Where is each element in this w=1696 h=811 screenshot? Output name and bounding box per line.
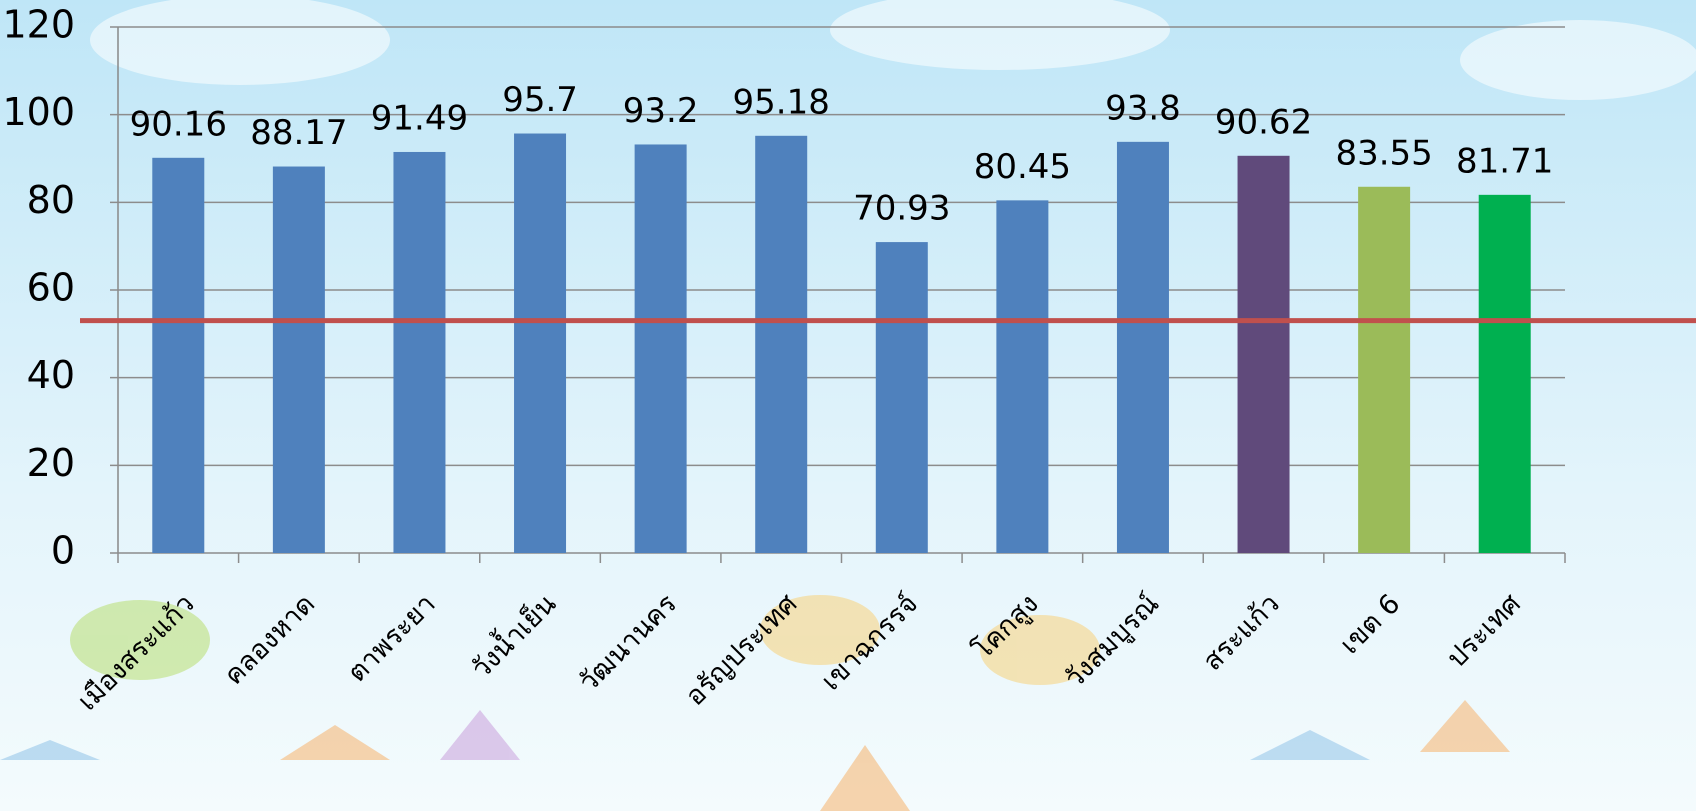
chart: 02040608010012090.16เมืองสระแก้ว88.17คลอ… xyxy=(0,0,1696,811)
bar xyxy=(876,242,928,553)
value-label: 88.17 xyxy=(250,113,347,153)
y-tick-label: 60 xyxy=(27,266,75,310)
value-label: 93.2 xyxy=(623,91,699,131)
value-label: 83.55 xyxy=(1335,133,1432,173)
bar xyxy=(635,144,687,553)
bar xyxy=(152,158,204,553)
bar xyxy=(1117,142,1169,553)
bar xyxy=(755,136,807,553)
value-label: 93.8 xyxy=(1105,88,1181,128)
bar xyxy=(273,167,325,553)
value-label: 80.45 xyxy=(974,147,1071,187)
y-tick-label: 0 xyxy=(51,529,75,573)
bar xyxy=(514,134,566,553)
bar xyxy=(1238,156,1290,553)
y-tick-label: 20 xyxy=(27,441,75,485)
value-label: 95.18 xyxy=(733,82,830,122)
bar xyxy=(393,152,445,553)
value-label: 91.49 xyxy=(371,98,468,138)
y-tick-label: 100 xyxy=(2,90,75,134)
y-tick-label: 120 xyxy=(2,3,75,47)
value-label: 81.71 xyxy=(1456,141,1553,181)
value-label: 90.16 xyxy=(130,104,227,144)
y-tick-label: 40 xyxy=(27,353,75,397)
bar xyxy=(1479,195,1531,553)
bar xyxy=(996,200,1048,553)
value-label: 90.62 xyxy=(1215,102,1312,142)
y-tick-label: 80 xyxy=(27,178,75,222)
bar xyxy=(1358,187,1410,553)
value-label: 95.7 xyxy=(502,80,578,120)
value-label: 70.93 xyxy=(853,189,950,229)
